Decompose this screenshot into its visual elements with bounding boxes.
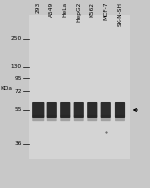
Text: 55: 55	[14, 108, 22, 112]
Bar	[28, 121, 130, 125]
Text: 36: 36	[14, 141, 22, 146]
FancyBboxPatch shape	[101, 102, 111, 118]
Bar	[28, 77, 130, 82]
Bar	[28, 140, 130, 144]
FancyBboxPatch shape	[115, 115, 125, 121]
Bar	[28, 68, 130, 73]
Bar	[28, 20, 130, 25]
Bar	[28, 39, 130, 44]
Text: 250: 250	[11, 36, 22, 41]
FancyBboxPatch shape	[47, 115, 57, 121]
FancyBboxPatch shape	[74, 102, 84, 118]
FancyBboxPatch shape	[32, 102, 44, 118]
Bar	[28, 73, 130, 77]
Bar	[28, 15, 130, 159]
FancyBboxPatch shape	[101, 115, 111, 121]
FancyBboxPatch shape	[74, 115, 84, 121]
Bar	[28, 144, 130, 149]
Text: HeLa: HeLa	[63, 2, 68, 17]
Text: 72: 72	[14, 89, 22, 94]
Bar	[28, 49, 130, 53]
Bar	[28, 135, 130, 140]
FancyBboxPatch shape	[87, 102, 97, 118]
Bar	[28, 29, 130, 34]
FancyBboxPatch shape	[87, 115, 97, 121]
FancyBboxPatch shape	[47, 102, 57, 118]
Bar	[28, 92, 130, 97]
Text: KDa: KDa	[0, 86, 12, 91]
Text: K562: K562	[90, 2, 95, 17]
Bar	[28, 25, 130, 29]
FancyBboxPatch shape	[32, 115, 44, 121]
Bar	[28, 82, 130, 87]
Bar	[28, 63, 130, 68]
Bar	[28, 53, 130, 58]
Text: SK-N-SH: SK-N-SH	[117, 2, 123, 26]
FancyBboxPatch shape	[60, 115, 70, 121]
Text: 130: 130	[11, 64, 22, 69]
Bar	[28, 149, 130, 154]
Text: A549: A549	[49, 2, 54, 17]
Text: HepG2: HepG2	[76, 2, 81, 22]
FancyBboxPatch shape	[115, 102, 125, 118]
Bar	[28, 15, 130, 20]
Bar	[28, 116, 130, 121]
FancyBboxPatch shape	[60, 102, 70, 118]
Text: MCF-7: MCF-7	[103, 2, 108, 20]
Bar	[28, 101, 130, 106]
Bar	[28, 106, 130, 111]
Bar	[28, 58, 130, 63]
Text: 293: 293	[36, 2, 41, 13]
Bar	[28, 130, 130, 135]
Bar	[28, 34, 130, 39]
Bar	[28, 97, 130, 101]
Text: 95: 95	[14, 76, 22, 80]
Bar	[28, 125, 130, 130]
Bar	[28, 44, 130, 49]
Bar	[28, 111, 130, 116]
Bar	[28, 154, 130, 159]
Bar	[28, 87, 130, 92]
